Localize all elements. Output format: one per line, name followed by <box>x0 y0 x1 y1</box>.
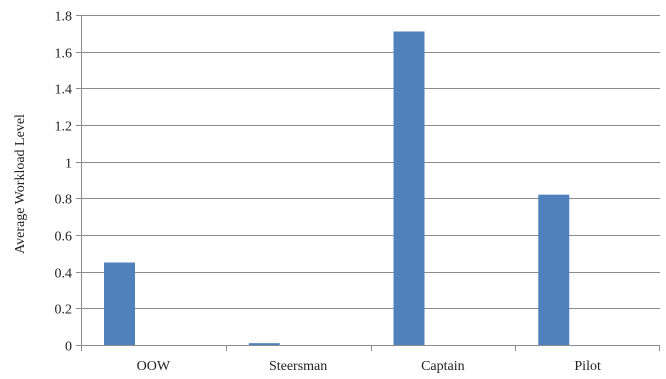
x-tick-label: Pilot <box>574 359 601 374</box>
x-tick-label: Steersman <box>269 359 327 374</box>
gridlines <box>81 15 660 309</box>
y-tick-label: 0.6 <box>55 230 73 245</box>
bar-pilot <box>538 194 570 345</box>
axes <box>76 15 660 351</box>
y-tick-label: 1 <box>65 157 72 172</box>
y-tick-label: 0.8 <box>55 193 73 208</box>
x-tick-label: Captain <box>421 359 465 374</box>
y-tick-label: 0.2 <box>55 303 73 318</box>
x-tick-label: OOW <box>137 359 171 374</box>
x-tick-labels: OOW Steersman Captain Pilot <box>137 359 601 374</box>
y-tick-labels: 0 0.2 0.4 0.6 0.8 1 1.2 1.4 1.6 1.8 <box>55 10 73 355</box>
bar-steersman <box>248 343 280 345</box>
bars <box>104 31 570 345</box>
y-tick-label: 1.2 <box>55 120 73 135</box>
bar-captain <box>393 31 425 345</box>
y-tick-label: 0 <box>65 340 72 355</box>
y-tick-label: 1.8 <box>55 10 73 25</box>
y-axis-title: Average Workload Level <box>13 114 28 254</box>
y-tick-label: 0.4 <box>55 267 73 282</box>
y-tick-label: 1.4 <box>55 83 73 98</box>
bar-oow <box>104 262 135 345</box>
y-tick-label: 1.6 <box>55 47 73 62</box>
